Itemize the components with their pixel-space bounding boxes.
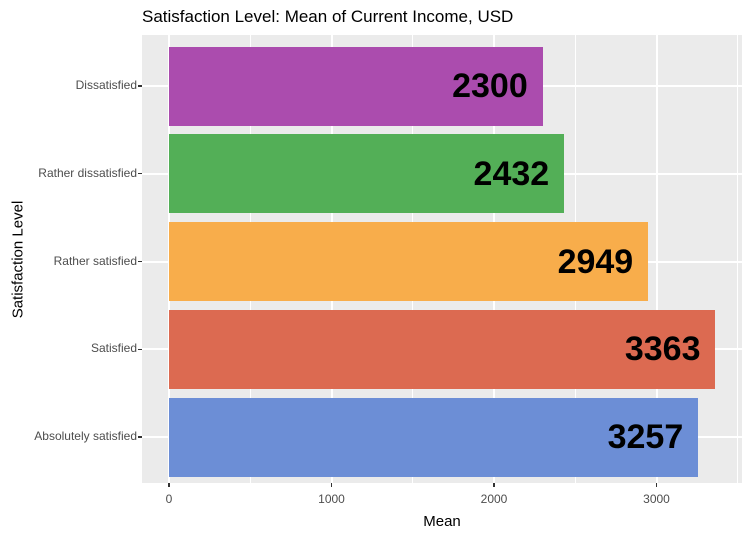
y-tick-mark bbox=[138, 260, 142, 263]
y-tick-label: Satisfied bbox=[90, 341, 137, 356]
bar-rather-satisfied: 2949 bbox=[169, 222, 649, 301]
bar-value-label: 2300 bbox=[452, 67, 528, 105]
y-tick-mark bbox=[138, 85, 142, 87]
bar-satisfied: 3363 bbox=[169, 309, 716, 389]
bar-rather-dissatisfied: 2432 bbox=[169, 134, 565, 214]
minor-gridline bbox=[737, 35, 739, 483]
y-tick-label: Absolutely satisfied bbox=[34, 429, 137, 443]
x-tick-label: 1000 bbox=[318, 492, 345, 506]
x-tick-mark bbox=[330, 483, 333, 487]
x-tick-label: 2000 bbox=[480, 492, 508, 506]
y-tick-label: Rather satisfied bbox=[53, 253, 137, 268]
bar-absolutely-satisfied: 3257 bbox=[169, 397, 699, 477]
bar-value-label: 2432 bbox=[473, 154, 550, 193]
x-tick-label: 0 bbox=[165, 492, 173, 506]
y-tick-label: Rather dissatisfied bbox=[38, 165, 137, 180]
bar-value-label: 3363 bbox=[624, 330, 701, 369]
chart-title: Satisfaction Level: Mean of Current Inco… bbox=[142, 7, 514, 26]
x-tick-mark bbox=[168, 483, 170, 487]
y-tick-mark bbox=[138, 173, 142, 175]
x-tick-label: 3000 bbox=[643, 492, 670, 506]
bar-value-label: 3257 bbox=[607, 418, 684, 456]
y-tick-label: Dissatisfied bbox=[75, 78, 137, 92]
y-tick-mark bbox=[138, 348, 142, 350]
bar-value-label: 2949 bbox=[557, 242, 634, 281]
y-tick-mark bbox=[138, 436, 142, 438]
x-tick-mark bbox=[493, 483, 495, 487]
x-tick-mark bbox=[655, 483, 658, 487]
major-gridline bbox=[655, 35, 658, 483]
plot-panel: 2300 2432 2949 3363 3257 bbox=[142, 35, 742, 483]
x-axis-title: Mean bbox=[423, 513, 461, 530]
bar-dissatisfied: 2300 bbox=[169, 46, 543, 126]
